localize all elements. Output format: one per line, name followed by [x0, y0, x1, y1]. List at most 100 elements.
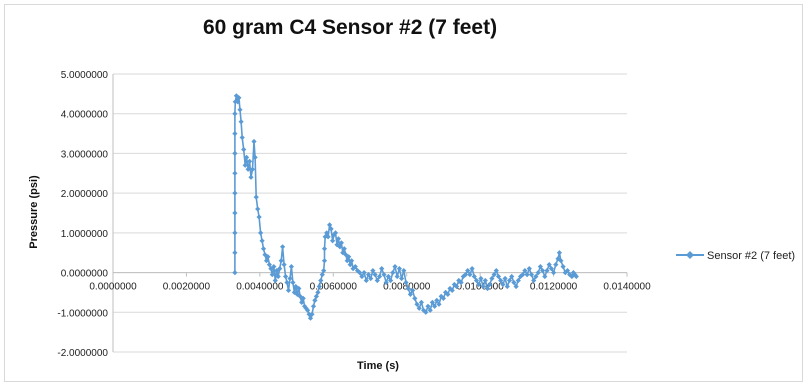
- data-point: [274, 268, 280, 274]
- data-point: [469, 266, 475, 272]
- data-point: [502, 275, 508, 282]
- data-point: [383, 279, 389, 286]
- data-point: [285, 287, 292, 293]
- data-point: [491, 272, 497, 278]
- data-point: [288, 264, 294, 270]
- data-point: [421, 307, 427, 313]
- data-point: [423, 309, 429, 315]
- data-point: [427, 307, 433, 313]
- x-axis-label: Time (s): [357, 360, 399, 372]
- data-point: [252, 154, 258, 160]
- data-point: [299, 299, 305, 305]
- data-point: [418, 299, 424, 305]
- data-point: [321, 246, 328, 252]
- y-axis-label: Pressure (psi): [28, 175, 40, 249]
- data-point: [434, 297, 440, 303]
- data-point: [493, 268, 499, 274]
- data-point: [471, 273, 477, 280]
- data-point: [327, 222, 333, 228]
- data-point: [232, 230, 238, 236]
- data-point: [484, 285, 491, 292]
- data-point: [310, 303, 317, 309]
- data-point: [340, 250, 346, 256]
- data-point: [350, 266, 356, 272]
- data-point: [416, 305, 422, 311]
- data-point: [573, 273, 579, 280]
- data-point: [316, 283, 322, 290]
- data-point: [551, 270, 557, 276]
- data-point: [432, 303, 438, 309]
- data-point: [405, 285, 411, 292]
- data-point: [535, 270, 541, 276]
- data-point: [283, 273, 289, 280]
- data-point: [476, 281, 482, 288]
- data-point: [564, 268, 571, 274]
- data-point: [438, 293, 444, 299]
- data-point: [449, 287, 455, 293]
- data-point: [394, 273, 400, 280]
- data-point: [425, 303, 431, 309]
- data-point: [253, 194, 259, 200]
- data-point: [318, 277, 324, 284]
- data-point: [249, 166, 256, 172]
- x-tick-label: 0.0140000: [603, 282, 651, 293]
- data-point: [363, 277, 369, 284]
- data-point: [370, 268, 376, 274]
- data-point: [241, 146, 247, 153]
- data-point: [513, 283, 519, 290]
- data-point: [567, 272, 573, 278]
- x-tick-label: 0.0020000: [163, 282, 211, 293]
- legend-marker: [686, 251, 694, 259]
- data-point: [414, 301, 420, 307]
- y-tick-label: 1.0000000: [61, 229, 109, 240]
- data-point: [232, 150, 238, 156]
- data-point: [368, 275, 374, 282]
- data-point: [396, 266, 402, 272]
- data-point: [542, 273, 548, 280]
- data-point: [245, 166, 251, 172]
- data-point: [436, 301, 442, 307]
- data-point: [290, 279, 296, 286]
- data-point: [558, 258, 564, 264]
- data-point: [305, 307, 311, 313]
- data-point: [309, 311, 315, 317]
- data-point: [412, 295, 418, 301]
- data-point: [349, 258, 355, 264]
- data-point: [379, 266, 385, 272]
- data-point: [247, 158, 253, 164]
- y-tick-label: 0.0000000: [61, 269, 109, 280]
- data-point: [277, 266, 283, 272]
- x-tick-label: 0.0100000: [457, 282, 505, 293]
- data-point: [300, 295, 306, 301]
- data-point: [232, 170, 238, 176]
- x-tick-label: 0.0060000: [310, 282, 358, 293]
- data-point: [251, 138, 257, 145]
- data-point: [272, 277, 278, 284]
- x-tick-label: 0.0000000: [89, 282, 137, 293]
- data-point: [462, 272, 469, 278]
- data-point: [540, 268, 546, 274]
- data-point: [321, 268, 327, 274]
- y-tick-label: 3.0000000: [61, 149, 109, 160]
- data-point: [332, 230, 339, 236]
- data-point: [401, 268, 407, 274]
- data-point: [319, 272, 325, 278]
- data-point: [266, 262, 272, 268]
- data-point: [335, 236, 341, 242]
- data-point: [381, 272, 387, 278]
- data-point: [346, 254, 352, 260]
- y-tick-label: 4.0000000: [61, 110, 109, 121]
- y-tick-label: 2.0000000: [61, 189, 109, 200]
- data-point: [489, 275, 495, 282]
- data-point: [280, 244, 286, 250]
- data-point: [473, 277, 480, 284]
- data-point: [365, 272, 372, 278]
- data-point: [255, 206, 261, 212]
- data-point: [454, 283, 460, 290]
- data-point: [504, 283, 510, 290]
- data-point: [548, 266, 554, 272]
- data-point: [297, 293, 303, 299]
- data-point: [515, 277, 521, 284]
- data-point: [344, 258, 350, 264]
